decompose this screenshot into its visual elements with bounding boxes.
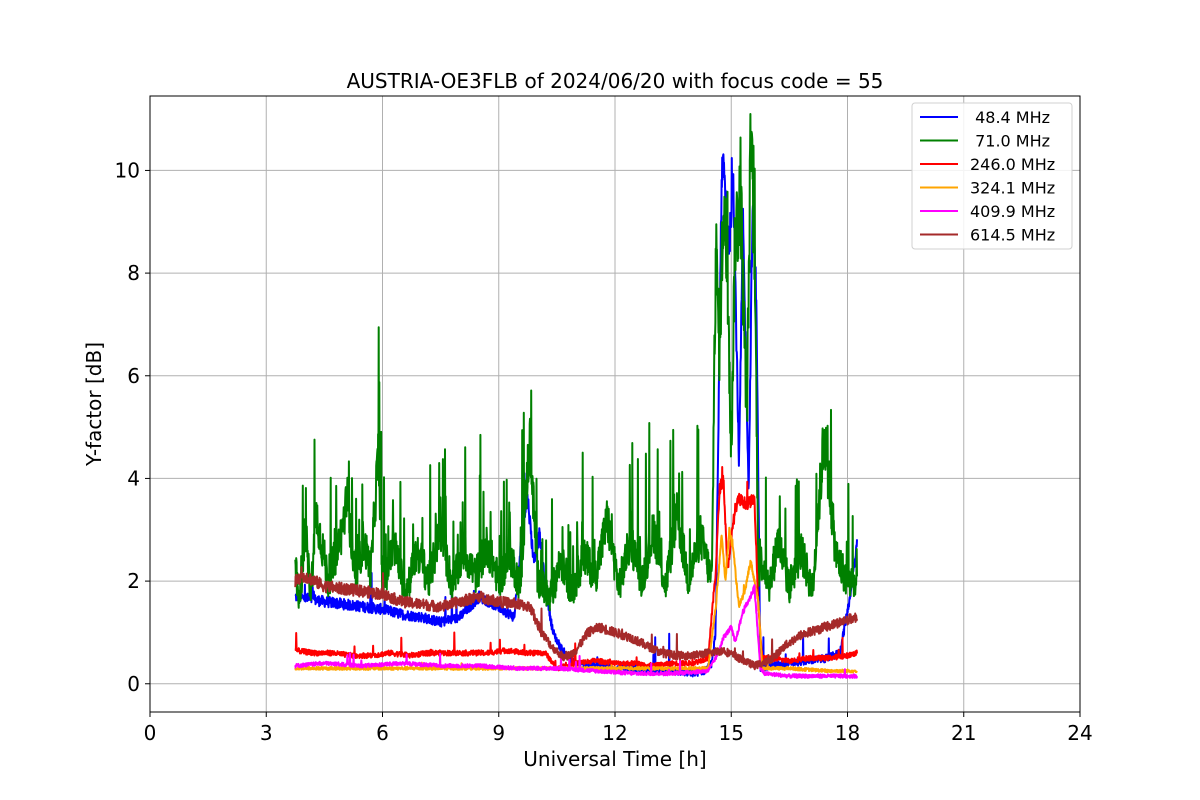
chart-title: AUSTRIA-OE3FLB of 2024/06/20 with focus … (347, 69, 884, 93)
x-tick-label: 12 (602, 721, 627, 745)
y-tick-label: 0 (127, 672, 140, 696)
x-tick-label: 15 (719, 721, 744, 745)
x-tick-label: 3 (260, 721, 273, 745)
legend-label: 246.0 MHz (970, 155, 1055, 174)
x-axis: 0 3 6 9 12 15 18 21 24 (144, 712, 1093, 745)
x-tick-label: 9 (492, 721, 505, 745)
plot-lines (294, 113, 858, 679)
y-tick-label: 8 (127, 261, 140, 285)
legend-label: 48.4 MHz (970, 108, 1050, 127)
x-tick-label: 21 (951, 721, 976, 745)
x-axis-label: Universal Time [h] (523, 747, 706, 771)
x-tick-label: 18 (835, 721, 860, 745)
y-axis: 0 2 4 6 8 10 (115, 158, 150, 696)
y-tick-label: 10 (115, 158, 140, 182)
legend-label: 324.1 MHz (970, 179, 1055, 198)
legend: 48.4 MHz 71.0 MHz 246.0 MHz 324.1 MHz 409.9… (911, 102, 1073, 250)
y-tick-label: 6 (127, 364, 140, 388)
series-line (294, 584, 858, 679)
y-tick-label: 2 (127, 569, 140, 593)
legend-label: 71.0 MHz (970, 132, 1050, 151)
legend-label: 409.9 MHz (970, 202, 1055, 221)
series-line (294, 113, 858, 612)
y-tick-label: 4 (127, 466, 140, 490)
x-tick-label: 0 (144, 721, 157, 745)
legend-label: 614.5 MHz (970, 226, 1055, 245)
series-line (294, 566, 858, 671)
x-tick-label: 24 (1067, 721, 1092, 745)
y-axis-label: Y-factor [dB] (82, 342, 106, 467)
x-tick-label: 6 (376, 721, 389, 745)
